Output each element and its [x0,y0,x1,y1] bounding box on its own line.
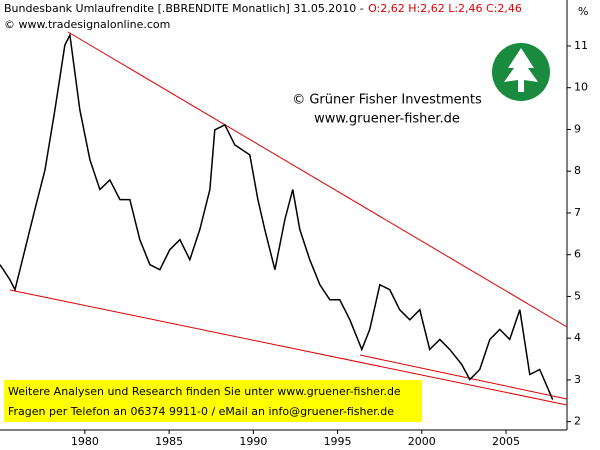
x-tick-label: 1990 [239,435,267,448]
x-tick-label: 1985 [155,435,183,448]
trend-line [9,289,568,406]
banner-text: Weitere Analysen und Research finden Sie… [8,385,401,398]
trend-line [67,31,568,328]
y-tick-label: 7 [574,206,581,219]
y-tick-label: 2 [574,415,581,428]
title: Bundesbank Umlaufrendite [.BBRENDITE Mon… [4,2,364,15]
y-tick-label: 4 [574,331,581,344]
quote: O:2,62 H:2,62 L:2,46 C:2,46 [368,2,522,15]
logo [492,43,550,101]
trend-line [359,354,568,400]
logo-tree [504,48,538,92]
line [0,32,554,400]
y-tick-label: 5 [574,289,581,302]
y-tick-label: 10 [574,81,588,94]
y-tick-label: 9 [574,122,581,135]
banner-text: Fragen per Telefon an 06374 9911-0 / eMa… [8,405,394,418]
y-tick-label: 6 [574,248,581,261]
x-tick-label: 2000 [408,435,436,448]
source: © www.tradesignalonline.com [4,18,170,31]
x-tick-label: 2005 [492,435,520,448]
chart-title: Bundesbank Umlaufrendite [.BBRENDITE Mon… [4,2,522,15]
x-tick-label: 1980 [71,435,99,448]
y-tick-label: 8 [574,164,581,177]
y-tick-label: 3 [574,373,581,386]
x-tick-label: 1995 [324,435,352,448]
y-axis-label: % [578,5,588,18]
banner [4,380,422,422]
annotation: © Grüner Fisher Investments [292,93,482,108]
annotation: www.gruener-fisher.de [314,112,460,127]
y-tick-label: 11 [574,39,588,52]
